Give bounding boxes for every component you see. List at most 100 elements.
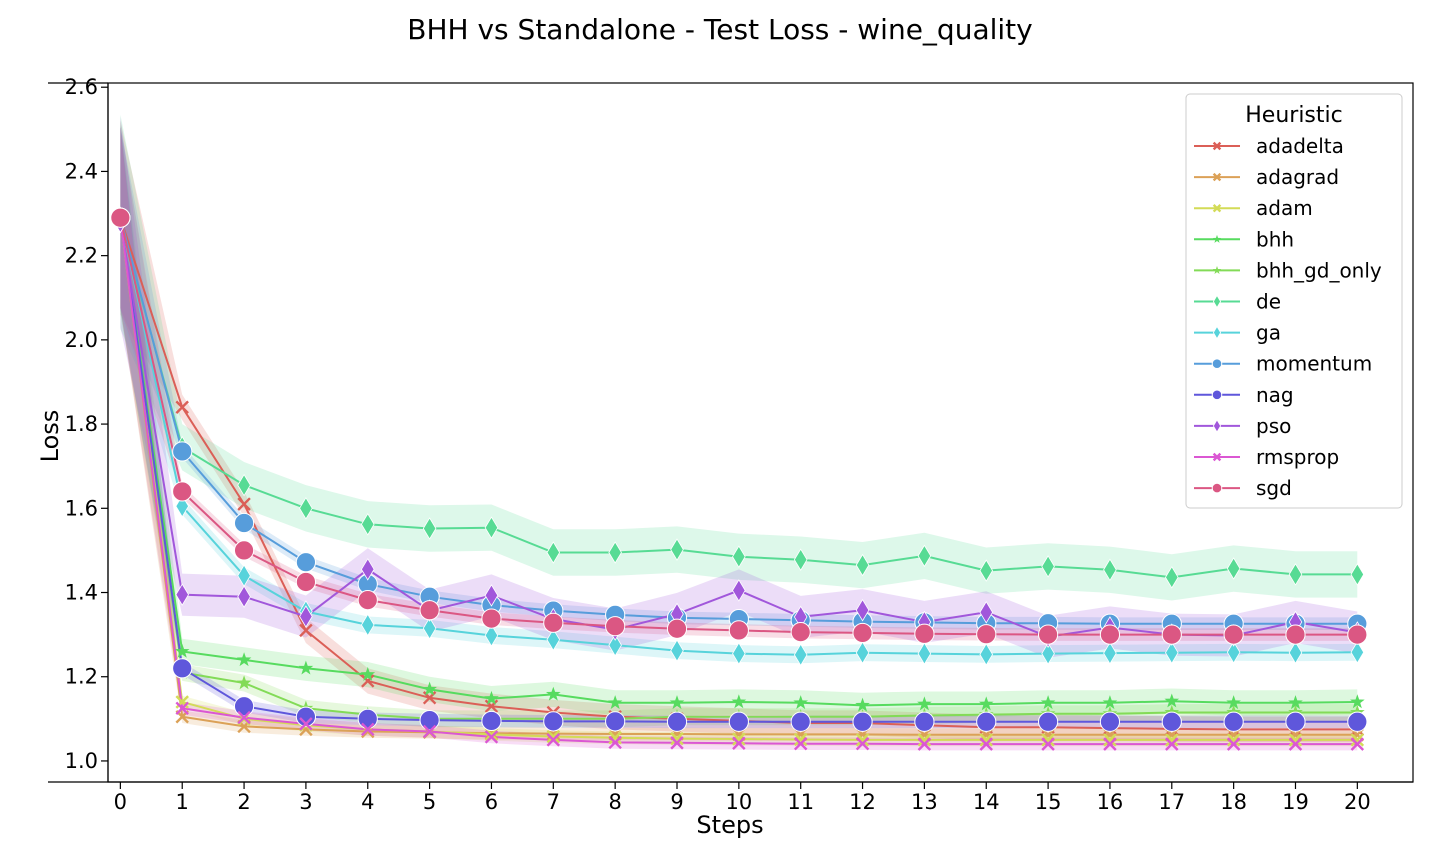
x-tick-label: 0	[114, 790, 127, 814]
point-sgd	[419, 600, 440, 621]
legend-label: pso	[1256, 414, 1291, 438]
legend-item-ga: ga	[1194, 321, 1281, 345]
point-de	[1165, 566, 1179, 589]
point-adadelta	[361, 674, 375, 688]
point-pso	[175, 583, 189, 606]
y-tick-label: 2.2	[65, 244, 98, 268]
point-rmsprop	[1103, 737, 1117, 751]
point-ga	[1350, 641, 1365, 664]
point-nag	[1161, 711, 1182, 732]
point-pso	[855, 598, 870, 622]
x-tick-label: 12	[849, 790, 876, 814]
point-pso	[299, 605, 313, 628]
x-tick-label: 17	[1158, 790, 1185, 814]
point-rmsprop	[793, 736, 808, 751]
y-axis-label: Loss	[36, 410, 64, 463]
x-tick-label: 3	[299, 790, 312, 814]
point-rmsprop	[484, 730, 499, 744]
point-rmsprop	[1350, 737, 1365, 751]
legend-marker	[1212, 234, 1222, 243]
point-pso	[360, 558, 375, 581]
point-rmsprop	[917, 737, 932, 751]
point-adam	[1350, 733, 1365, 747]
point-de	[1350, 563, 1365, 586]
point-sgd	[110, 207, 131, 228]
point-nag	[1223, 711, 1244, 732]
point-bhh	[236, 652, 252, 667]
point-sgd	[1347, 624, 1368, 645]
point-sgd	[233, 540, 255, 561]
point-de	[855, 553, 870, 577]
legend-item-adadelta: adadelta	[1194, 134, 1344, 158]
legend-marker	[1212, 266, 1222, 274]
point-rmsprop	[422, 724, 437, 739]
legend-label: bhh_gd_only	[1256, 258, 1382, 282]
legend-marker	[1212, 203, 1222, 213]
legend-marker	[1212, 141, 1222, 151]
point-nag	[1099, 711, 1121, 732]
point-adadelta	[299, 623, 313, 638]
point-ga	[670, 639, 684, 662]
x-tick-label: 14	[973, 790, 1000, 814]
point-nag	[1347, 711, 1368, 732]
point-de	[1103, 558, 1117, 582]
point-sgd	[295, 571, 317, 593]
point-nag	[852, 711, 873, 732]
point-bhh	[422, 681, 437, 696]
legend-marker	[1211, 389, 1223, 401]
y-tick-label: 1.4	[65, 581, 98, 605]
point-adam	[608, 731, 622, 745]
point-nag	[666, 711, 688, 732]
point-sgd	[1161, 624, 1182, 645]
x-tick-label: 5	[423, 790, 436, 814]
point-nag	[172, 658, 193, 679]
point-adadelta	[484, 699, 499, 713]
point-pso	[484, 584, 499, 607]
legend-marker	[1212, 294, 1222, 309]
point-nag	[419, 710, 440, 731]
point-sgd	[852, 622, 873, 644]
point-bhh	[978, 696, 994, 711]
point-adadelta	[175, 400, 189, 414]
x-tick-label: 13	[911, 790, 938, 814]
point-bhh	[855, 697, 870, 712]
point-sgd	[1223, 624, 1244, 645]
legend-marker	[1211, 482, 1223, 494]
point-rmsprop	[546, 733, 561, 747]
point-de	[237, 473, 251, 497]
point-ga	[732, 642, 746, 665]
point-rmsprop	[299, 717, 313, 731]
legend-marker	[1212, 172, 1222, 182]
point-sgd	[1099, 624, 1121, 645]
point-pso	[732, 579, 746, 602]
point-ga	[917, 642, 932, 665]
point-ga	[1103, 641, 1117, 665]
point-sgd	[357, 589, 378, 611]
point-de	[484, 516, 499, 539]
point-bhh	[1164, 693, 1180, 708]
legend-item-pso: pso	[1194, 414, 1291, 438]
x-tick-label: 1	[176, 790, 189, 814]
point-bhh	[545, 686, 561, 701]
point-de	[1288, 563, 1303, 586]
y-tick-label: 2.6	[65, 75, 98, 99]
x-tick-label: 10	[725, 790, 752, 814]
point-bhh	[917, 696, 932, 711]
point-adam	[979, 733, 993, 747]
legend-item-momentum: momentum	[1194, 352, 1372, 376]
point-ga	[1041, 642, 1055, 665]
point-ga	[1288, 641, 1303, 665]
legend-item-adagrad: adagrad	[1194, 165, 1339, 189]
point-sgd	[976, 624, 997, 645]
x-tick-label: 11	[787, 790, 814, 814]
legend-marker	[1212, 325, 1222, 340]
point-sgd	[1285, 624, 1306, 645]
point-bhh	[1040, 695, 1056, 710]
point-ga	[1226, 641, 1241, 664]
x-tick-label: 4	[361, 790, 374, 814]
point-sgd	[605, 616, 626, 637]
point-de	[546, 541, 561, 564]
point-bhh	[1102, 695, 1118, 710]
point-bhh	[1288, 695, 1303, 710]
point-sgd	[790, 621, 811, 643]
